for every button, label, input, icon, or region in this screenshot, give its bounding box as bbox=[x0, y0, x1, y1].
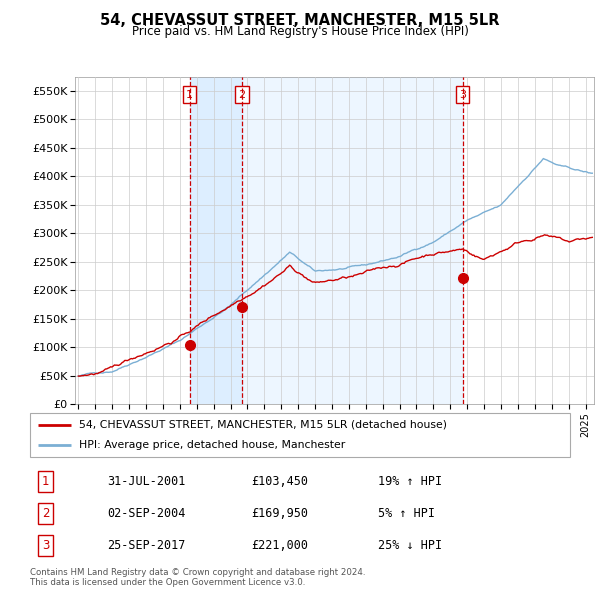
Text: 54, CHEVASSUT STREET, MANCHESTER, M15 5LR (detached house): 54, CHEVASSUT STREET, MANCHESTER, M15 5L… bbox=[79, 420, 446, 430]
Text: 02-SEP-2004: 02-SEP-2004 bbox=[107, 507, 185, 520]
Bar bbox=[242, 77, 463, 404]
Text: 1: 1 bbox=[42, 475, 49, 488]
Text: Price paid vs. HM Land Registry's House Price Index (HPI): Price paid vs. HM Land Registry's House … bbox=[131, 25, 469, 38]
Text: 2: 2 bbox=[238, 90, 245, 100]
Text: HPI: Average price, detached house, Manchester: HPI: Average price, detached house, Manc… bbox=[79, 440, 345, 450]
Text: 3: 3 bbox=[42, 539, 49, 552]
Text: 25-SEP-2017: 25-SEP-2017 bbox=[107, 539, 185, 552]
Text: £221,000: £221,000 bbox=[251, 539, 308, 552]
Text: 31-JUL-2001: 31-JUL-2001 bbox=[107, 475, 185, 488]
Text: 1: 1 bbox=[186, 90, 193, 100]
Text: Contains HM Land Registry data © Crown copyright and database right 2024.
This d: Contains HM Land Registry data © Crown c… bbox=[30, 568, 365, 587]
Bar bbox=[190, 77, 242, 404]
FancyBboxPatch shape bbox=[30, 413, 570, 457]
Text: 2: 2 bbox=[42, 507, 49, 520]
Text: 3: 3 bbox=[459, 90, 466, 100]
Text: 54, CHEVASSUT STREET, MANCHESTER, M15 5LR: 54, CHEVASSUT STREET, MANCHESTER, M15 5L… bbox=[100, 13, 500, 28]
Text: 19% ↑ HPI: 19% ↑ HPI bbox=[378, 475, 442, 488]
Text: £169,950: £169,950 bbox=[251, 507, 308, 520]
Text: 25% ↓ HPI: 25% ↓ HPI bbox=[378, 539, 442, 552]
Text: £103,450: £103,450 bbox=[251, 475, 308, 488]
Text: 5% ↑ HPI: 5% ↑ HPI bbox=[378, 507, 435, 520]
